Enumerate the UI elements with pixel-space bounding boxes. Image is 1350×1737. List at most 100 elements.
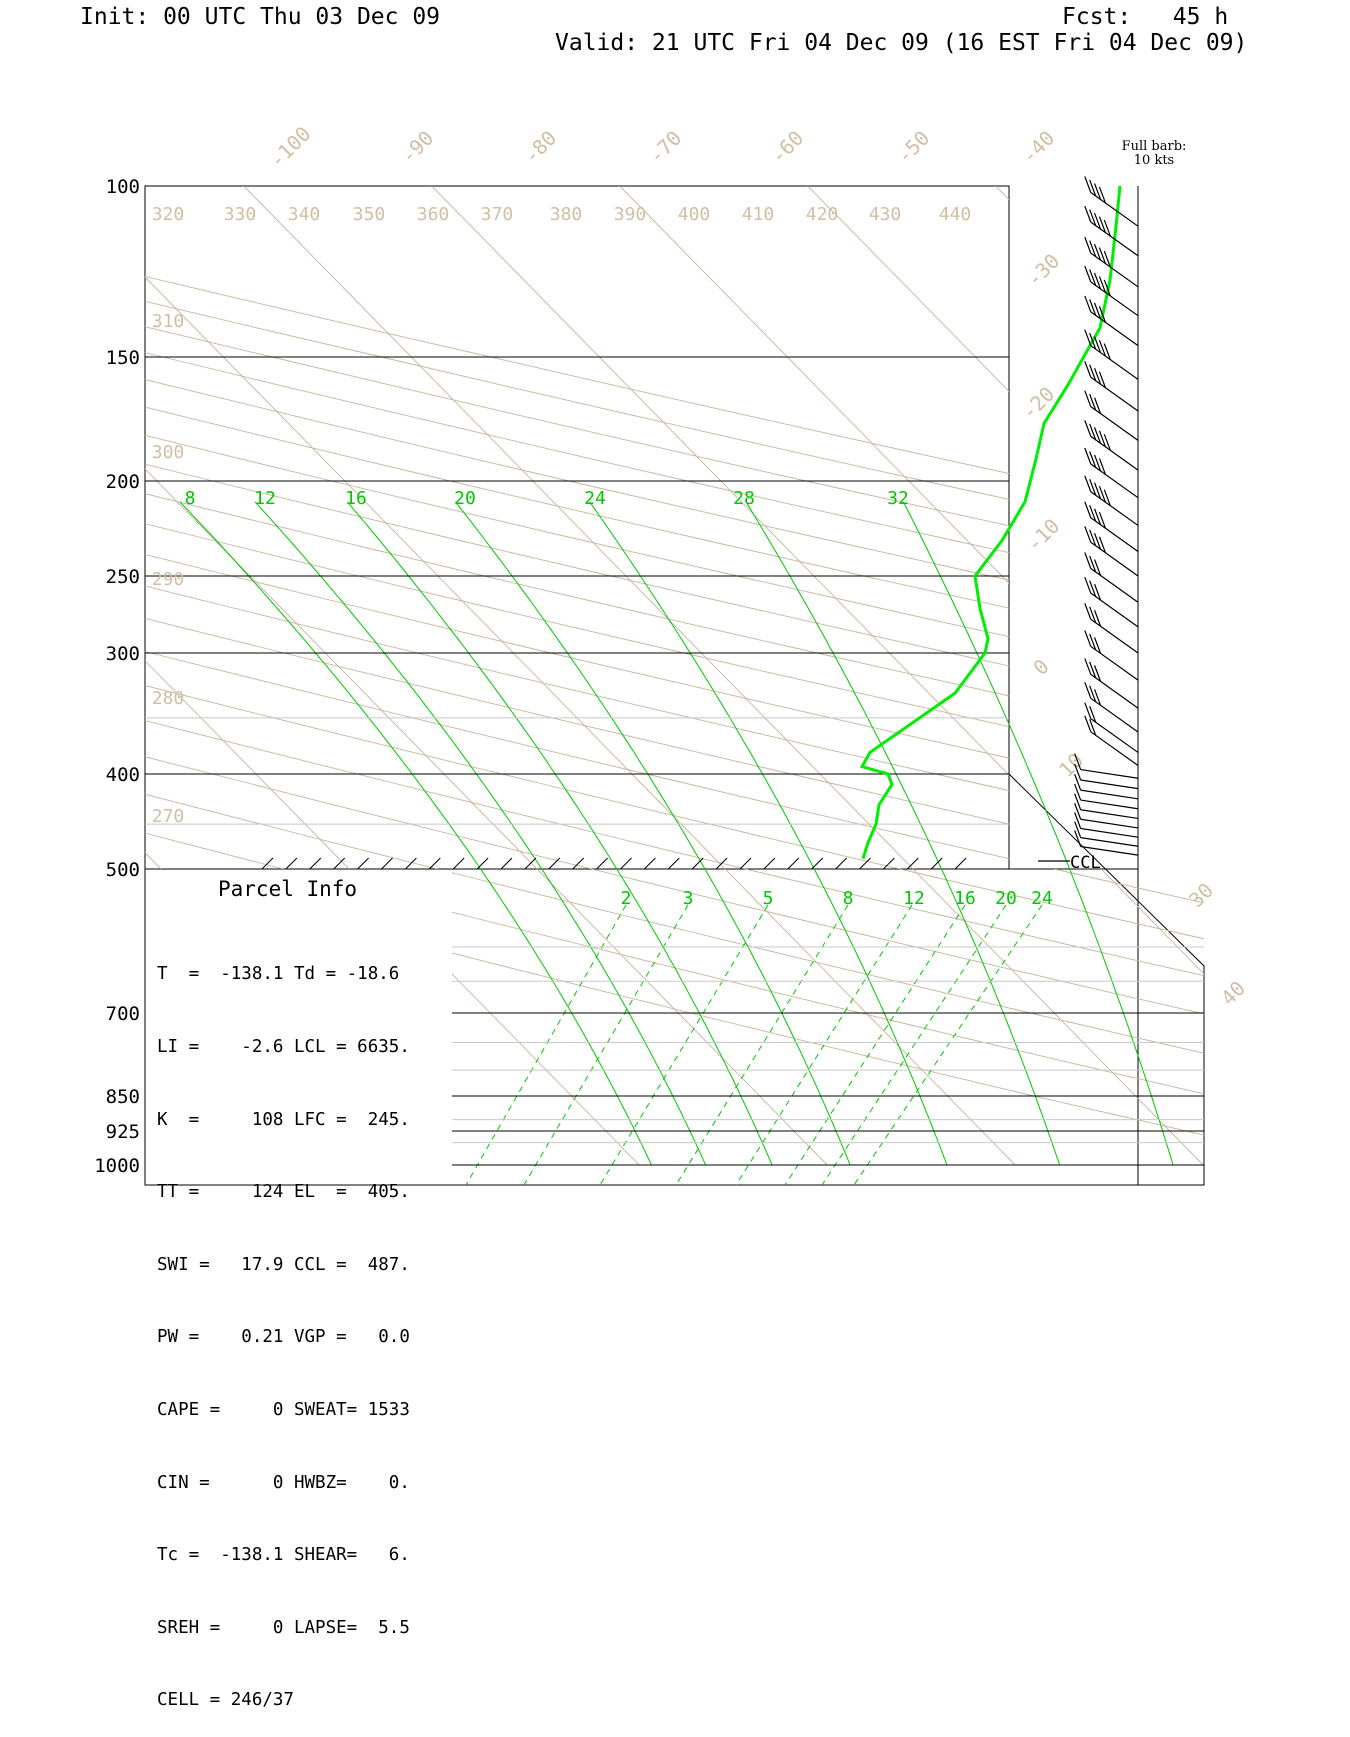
barb-legend-line2: 10 kts — [1102, 154, 1206, 168]
hatch-mark — [429, 858, 440, 869]
dry-adiabat-label: 280 — [152, 688, 185, 709]
dry-adiabat — [438, 869, 1350, 1186]
isotherm — [620, 186, 1289, 869]
barb-flag — [1085, 266, 1091, 282]
hatch-mark — [907, 858, 918, 869]
moist-adiabat-label: 32 — [887, 488, 909, 509]
pressure-tick-label: 850 — [106, 1086, 140, 1108]
pressure-tick-label: 700 — [106, 1003, 140, 1025]
hatch-mark — [382, 858, 393, 869]
pressure-tick-label: 200 — [106, 471, 140, 493]
wind-barb — [1075, 830, 1138, 855]
isotherm — [432, 186, 1101, 869]
parcel-row: K = 108 LFC = 245. — [157, 1108, 410, 1132]
mixing-ratio-label: 24 — [1031, 888, 1053, 909]
barb-flag — [1085, 630, 1091, 646]
barb-flag — [1085, 361, 1091, 377]
isotherm — [725, 869, 1015, 1165]
isotherm-label: -90 — [396, 126, 439, 169]
dry-adiabat-label: 360 — [417, 204, 450, 225]
mixing-ratio-label: 3 — [683, 888, 694, 909]
pressure-tick-label: 925 — [106, 1121, 140, 1143]
barb-staff — [1091, 542, 1138, 576]
hatch-mark — [955, 858, 966, 869]
isotherm-label: -100 — [265, 122, 316, 173]
dry-adiabat — [746, 869, 1350, 1186]
pressure-tick-label: 1000 — [94, 1155, 140, 1177]
mixing-ratio-label: 16 — [954, 888, 976, 909]
wind-barb — [1085, 630, 1138, 680]
hatch-mark — [310, 858, 321, 869]
dry-adiabat-label: 270 — [152, 806, 185, 827]
barb-flag — [1085, 682, 1091, 698]
barb-flag — [1075, 813, 1081, 829]
pressure-tick-label: 400 — [106, 764, 140, 786]
dry-adiabat-label: 380 — [550, 204, 583, 225]
barb-flag — [1085, 476, 1091, 492]
parcel-row: T = -138.1 Td = -18.6 — [157, 962, 410, 986]
moist-adiabat — [590, 502, 947, 1165]
barb-flag — [1085, 658, 1091, 674]
hatch-mark — [573, 858, 584, 869]
hatch-mark — [453, 858, 464, 869]
wind-barb — [1085, 420, 1138, 470]
barb-staff — [1081, 819, 1138, 828]
barb-flag — [1085, 448, 1091, 464]
wind-barb — [1085, 577, 1138, 627]
dry-adiabat-label: 430 — [869, 204, 902, 225]
dry-adiabat — [0, 186, 592, 869]
hatch-mark — [716, 858, 727, 869]
barb-flag — [1075, 822, 1081, 838]
dry-adiabat-label: 300 — [152, 442, 185, 463]
isotherm-label: -50 — [892, 126, 935, 169]
dry-adiabat-label: 340 — [288, 204, 321, 225]
isotherms-upper — [0, 186, 1350, 869]
parcel-row: LI = -2.6 LCL = 6635. — [157, 1035, 410, 1059]
mixing-ratio-label: 12 — [903, 888, 925, 909]
barb-staff — [1081, 780, 1138, 789]
hatch-mark — [597, 858, 608, 869]
barb-legend-line1: Full barb: — [1102, 140, 1206, 154]
dry-adiabat — [0, 186, 283, 869]
wind-barb — [1075, 822, 1138, 847]
dry-adiabat-label: 320 — [152, 204, 185, 225]
isotherm-label: 10 — [1054, 748, 1088, 782]
barb-flag — [1085, 716, 1091, 732]
hatch-mark — [644, 858, 655, 869]
parcel-row: CAPE = 0 SWEAT= 1533 — [157, 1398, 410, 1422]
moist-adiabat-label: 28 — [733, 488, 755, 509]
dry-adiabat — [0, 186, 438, 869]
parcel-row: Tc = -138.1 SHEAR= 6. — [157, 1543, 410, 1567]
parcel-row: CIN = 0 HWBZ= 0. — [157, 1471, 410, 1495]
hatch-mark — [836, 858, 847, 869]
sounding-series — [862, 186, 1120, 859]
parcel-row: CELL = 246/37 — [157, 1688, 410, 1712]
hatch-mark — [740, 858, 751, 869]
barb-flag — [1085, 176, 1091, 192]
wind-barb — [1085, 603, 1138, 653]
barb-staff — [1081, 770, 1138, 779]
barb-staff — [1081, 838, 1138, 847]
isotherm-label: -80 — [519, 126, 562, 169]
barb-flag — [1085, 296, 1091, 312]
forecast-hour: Fcst: 45 h — [1062, 6, 1228, 29]
isotherm-label: -40 — [1017, 126, 1060, 169]
barb-flag — [1085, 577, 1091, 593]
isotherm-label: 0 — [1028, 654, 1053, 679]
barb-flag — [1085, 552, 1091, 568]
hatch-mark — [764, 858, 775, 869]
init-time: Init: 00 UTC Thu 03 Dec 09 — [80, 6, 440, 29]
barb-staff — [1081, 790, 1138, 799]
barb-flag — [1085, 603, 1091, 619]
moist-adiabat — [347, 502, 772, 1165]
hatch-mark — [621, 858, 632, 869]
parcel-row: TT = 124 EL = 405. — [157, 1180, 410, 1204]
barb-flag — [1085, 703, 1091, 719]
ccl-label: CCL — [1070, 853, 1101, 873]
barb-flag — [1075, 830, 1081, 846]
hatch-mark — [358, 858, 369, 869]
pressure-tick-label: 250 — [106, 566, 140, 588]
barb-staff — [1091, 568, 1138, 602]
isotherm-label: 30 — [1184, 878, 1218, 912]
hatch-mark — [525, 858, 536, 869]
